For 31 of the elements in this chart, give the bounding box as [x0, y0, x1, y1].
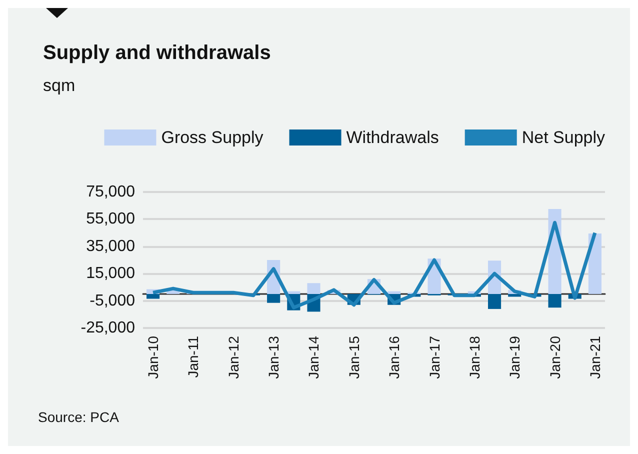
y-tick-label: 55,000 — [86, 210, 136, 228]
bar — [146, 294, 160, 299]
chart-title: Supply and withdrawals — [43, 42, 271, 64]
y-tick-label: 75,000 — [86, 184, 136, 200]
x-tick-label: Jan-12 — [225, 336, 242, 379]
x-tick-label: Jan-20 — [546, 336, 563, 379]
x-tick-label: Jan-17 — [426, 336, 442, 379]
line-series — [151, 220, 597, 310]
x-tick-label: Jan-18 — [466, 336, 482, 379]
legend-label: Net Supply — [522, 128, 606, 147]
x-tick-label: Jan-16 — [386, 336, 402, 379]
x-tick-label: Jan-14 — [306, 336, 322, 379]
bar — [548, 294, 562, 308]
x-tick-label: Jan-15 — [346, 336, 362, 379]
legend-label: Gross Supply — [161, 128, 264, 147]
y-tick-label: -25,000 — [80, 320, 136, 336]
x-tick-label: Jan-11 — [185, 336, 202, 378]
source-note: Source: PCA — [38, 409, 120, 425]
x-tick-label: Jan-19 — [506, 336, 523, 379]
x-tick-label: Jan-10 — [145, 336, 162, 379]
bar — [267, 294, 280, 303]
y-tick-label: 35,000 — [86, 238, 136, 255]
y-tick-label: 15,000 — [86, 265, 136, 282]
bar — [588, 233, 602, 294]
y-tick-label: -5,000 — [90, 292, 136, 310]
bar — [307, 283, 320, 294]
x-tick-label: Jan-13 — [266, 336, 282, 379]
bar — [488, 294, 502, 309]
chart-subtitle: sqm — [43, 76, 76, 95]
x-tick-label: Jan-21 — [586, 336, 603, 379]
legend-label: Withdrawals — [346, 128, 439, 147]
